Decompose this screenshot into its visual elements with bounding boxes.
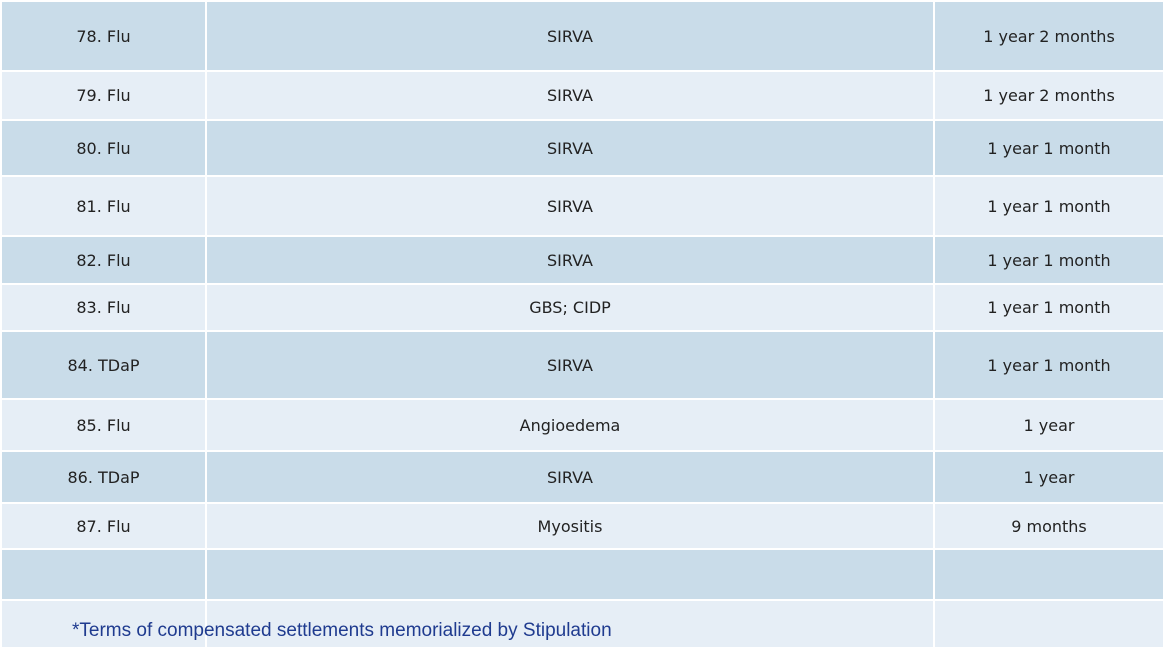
injury-cell: Angioedema: [205, 398, 935, 452]
table-row: 81. Flu SIRVA 1 year 1 month: [0, 175, 1163, 237]
empty-cell: [933, 548, 1163, 601]
vaccine-cell: 86. TDaP: [0, 450, 207, 504]
empty-cell: [205, 548, 935, 601]
empty-cell: [0, 599, 207, 647]
time-cell: 1 year 1 month: [933, 175, 1163, 237]
vaccine-cell: 84. TDaP: [0, 330, 207, 400]
empty-table-row: [0, 548, 1163, 601]
time-cell: 1 year 2 months: [933, 70, 1163, 121]
vaccine-cell: 81. Flu: [0, 175, 207, 237]
empty-table-row: [0, 599, 1163, 647]
time-cell: 9 months: [933, 502, 1163, 550]
injury-cell: SIRVA: [205, 119, 935, 177]
injury-cell: GBS; CIDP: [205, 283, 935, 332]
time-cell: 1 year 1 month: [933, 119, 1163, 177]
table-row: 84. TDaP SIRVA 1 year 1 month: [0, 330, 1163, 400]
injury-cell: SIRVA: [205, 70, 935, 121]
time-cell: 1 year 2 months: [933, 0, 1163, 72]
vaccine-cell: 78. Flu: [0, 0, 207, 72]
time-cell: 1 year 1 month: [933, 283, 1163, 332]
footnote: *Terms of compensated settlements memori…: [72, 620, 612, 641]
time-cell: 1 year 1 month: [933, 235, 1163, 285]
time-cell: 1 year: [933, 398, 1163, 452]
table-row: 82. Flu SIRVA 1 year 1 month: [0, 235, 1163, 285]
time-cell: 1 year 1 month: [933, 330, 1163, 400]
table-row: 80. Flu SIRVA 1 year 1 month: [0, 119, 1163, 177]
vaccine-cell: 80. Flu: [0, 119, 207, 177]
vaccine-cell: 87. Flu: [0, 502, 207, 550]
vaccine-cell: 85. Flu: [0, 398, 207, 452]
time-cell: 1 year: [933, 450, 1163, 504]
vaccine-cell: 79. Flu: [0, 70, 207, 121]
table-row: 78. Flu SIRVA 1 year 2 months: [0, 0, 1163, 72]
empty-cell: [0, 548, 207, 601]
vaccine-cell: 82. Flu: [0, 235, 207, 285]
empty-cell: [205, 599, 935, 647]
table-row: 83. Flu GBS; CIDP 1 year 1 month: [0, 283, 1163, 332]
injury-cell: SIRVA: [205, 235, 935, 285]
table-row: 86. TDaP SIRVA 1 year: [0, 450, 1163, 504]
table-row: 79. Flu SIRVA 1 year 2 months: [0, 70, 1163, 121]
injury-cell: SIRVA: [205, 0, 935, 72]
vaccine-cell: 83. Flu: [0, 283, 207, 332]
table-row: 87. Flu Myositis 9 months: [0, 502, 1163, 550]
injury-cell: SIRVA: [205, 330, 935, 400]
injury-cell: SIRVA: [205, 175, 935, 237]
empty-cell: [933, 599, 1163, 647]
table-row: 85. Flu Angioedema 1 year: [0, 398, 1163, 452]
injury-cell: SIRVA: [205, 450, 935, 504]
injury-cell: Myositis: [205, 502, 935, 550]
